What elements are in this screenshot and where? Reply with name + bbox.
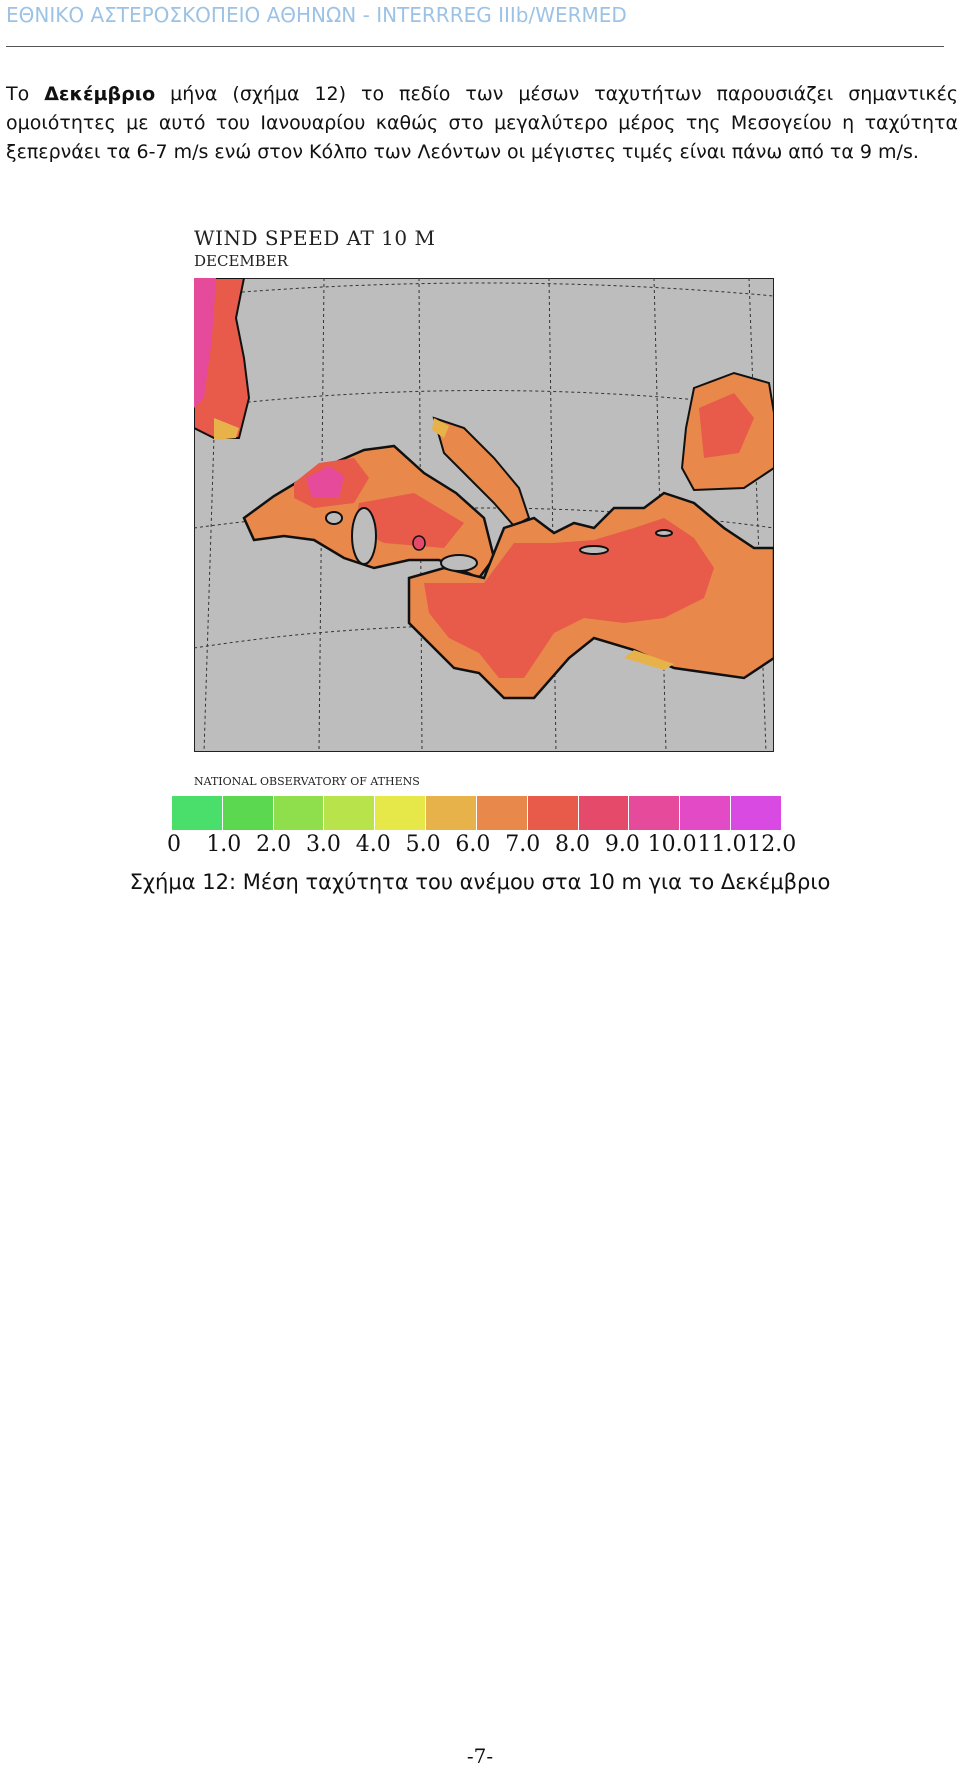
paragraph-rest: μήνα (σχήμα 12) το πεδίο των μέσων ταχυτ…	[6, 83, 958, 163]
legend-label: 6.0	[455, 832, 491, 857]
legend-label: 2.0	[256, 832, 292, 857]
legend-swatch	[680, 796, 732, 830]
map-atlantic-coast	[214, 418, 239, 440]
page-number: -7-	[466, 1744, 494, 1768]
map-levantine	[714, 543, 769, 623]
paragraph-bold-month: Δεκέμβριο	[44, 83, 156, 105]
legend-label: 10.0	[647, 832, 697, 857]
map-crete	[579, 545, 609, 555]
legend-label: 0	[167, 832, 181, 857]
figure-subtitle: DECEMBER	[194, 252, 289, 270]
map-atlantic-high	[194, 278, 216, 408]
legend-swatch	[731, 796, 782, 830]
map-black-sea-core	[699, 393, 754, 458]
legend-label: 12.0	[747, 832, 797, 857]
wind-speed-map	[193, 277, 776, 753]
header-divider	[6, 46, 944, 47]
legend-swatch	[273, 796, 325, 830]
legend-swatch	[578, 796, 630, 830]
map-sicily	[440, 554, 478, 572]
map-local-max	[412, 535, 426, 551]
map-african-coast	[624, 650, 674, 670]
legend-label: 5.0	[405, 832, 441, 857]
map-gulf-of-lion-max	[306, 466, 344, 498]
legend-label: 1.0	[206, 832, 242, 857]
map-adriatic-coast	[432, 418, 449, 438]
legend-swatch	[527, 796, 579, 830]
legend-label: 4.0	[355, 832, 391, 857]
map-corsica-sardinia	[351, 507, 377, 565]
map-tyrrhenian	[354, 493, 464, 548]
legend-swatch	[222, 796, 274, 830]
legend-swatch	[172, 796, 223, 830]
legend-label: 3.0	[305, 832, 341, 857]
legend-swatch	[476, 796, 528, 830]
body-paragraph: Το Δεκέμβριο μήνα (σχήμα 12) το πεδίο τω…	[6, 80, 958, 167]
figure-title: WIND SPEED AT 10 M	[194, 226, 436, 250]
map-balearic	[325, 511, 343, 525]
map-cyprus	[655, 529, 673, 537]
legend-label: 11.0	[697, 832, 747, 857]
legend-swatch	[426, 796, 477, 830]
legend-swatch	[375, 796, 427, 830]
figure-caption: Σχήμα 12: Μέση ταχύτητα του ανέμου στα 1…	[129, 870, 831, 894]
figure-credit: NATIONAL OBSERVATORY OF ATHENS	[194, 775, 420, 788]
legend-label: 9.0	[604, 832, 640, 857]
legend-label: 7.0	[505, 832, 541, 857]
color-legend	[172, 796, 782, 830]
legend-swatch	[629, 796, 681, 830]
legend-swatch	[324, 796, 376, 830]
map-central-med-core	[424, 518, 714, 678]
map-image	[193, 277, 776, 753]
page-header: ΕΘΝΙΚΟ ΑΣΤΕΡΟΣΚΟΠΕΙΟ ΑΘΗΝΩΝ - INTERRREG …	[6, 3, 627, 27]
legend-label: 8.0	[555, 832, 591, 857]
legend-labels: 0 1.0 2.0 3.0 4.0 5.0 6.0 7.0 8.0 9.0 10.0 11.0 12.0	[160, 832, 810, 862]
paragraph-start: Το	[6, 83, 45, 105]
